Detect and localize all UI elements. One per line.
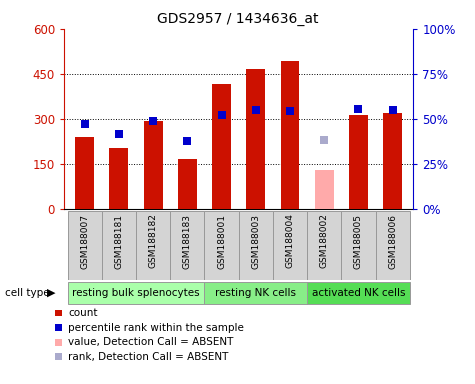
Text: GSM188182: GSM188182 [149, 214, 158, 268]
Bar [67, 211, 102, 280]
Bar [315, 170, 333, 209]
Bar [307, 211, 342, 280]
Text: resting NK cells: resting NK cells [215, 288, 296, 298]
Text: GSM188001: GSM188001 [217, 214, 226, 268]
Text: GSM188003: GSM188003 [251, 214, 260, 268]
Text: cell type: cell type [5, 288, 49, 298]
Text: GSM188002: GSM188002 [320, 214, 329, 268]
Bar [75, 137, 94, 209]
Bar [247, 68, 265, 209]
Bar [307, 281, 410, 304]
Text: GSM188183: GSM188183 [183, 214, 192, 268]
Bar [204, 281, 307, 304]
Bar [136, 211, 170, 280]
Text: GSM188004: GSM188004 [285, 214, 294, 268]
Text: rank, Detection Call = ABSENT: rank, Detection Call = ABSENT [68, 352, 228, 362]
Bar [109, 147, 128, 209]
Bar [239, 211, 273, 280]
Bar [349, 114, 368, 209]
Bar [376, 211, 410, 280]
Text: GSM188007: GSM188007 [80, 214, 89, 268]
Bar [342, 211, 376, 280]
Text: percentile rank within the sample: percentile rank within the sample [68, 323, 244, 333]
Text: GSM188005: GSM188005 [354, 214, 363, 268]
Text: value, Detection Call = ABSENT: value, Detection Call = ABSENT [68, 337, 233, 347]
Bar [67, 281, 204, 304]
Bar [281, 61, 299, 209]
Bar [273, 211, 307, 280]
Text: GSM188006: GSM188006 [388, 214, 397, 268]
Text: activated NK cells: activated NK cells [312, 288, 405, 298]
Bar [383, 113, 402, 209]
Bar [204, 211, 238, 280]
Bar [144, 121, 162, 209]
Text: ▶: ▶ [47, 288, 55, 298]
Bar [102, 211, 136, 280]
Text: resting bulk splenocytes: resting bulk splenocytes [72, 288, 200, 298]
Text: GDS2957 / 1434636_at: GDS2957 / 1434636_at [157, 12, 318, 25]
Bar [178, 159, 197, 209]
Text: count: count [68, 308, 97, 318]
Text: GSM188181: GSM188181 [114, 214, 124, 268]
Bar [170, 211, 204, 280]
Bar [212, 84, 231, 209]
